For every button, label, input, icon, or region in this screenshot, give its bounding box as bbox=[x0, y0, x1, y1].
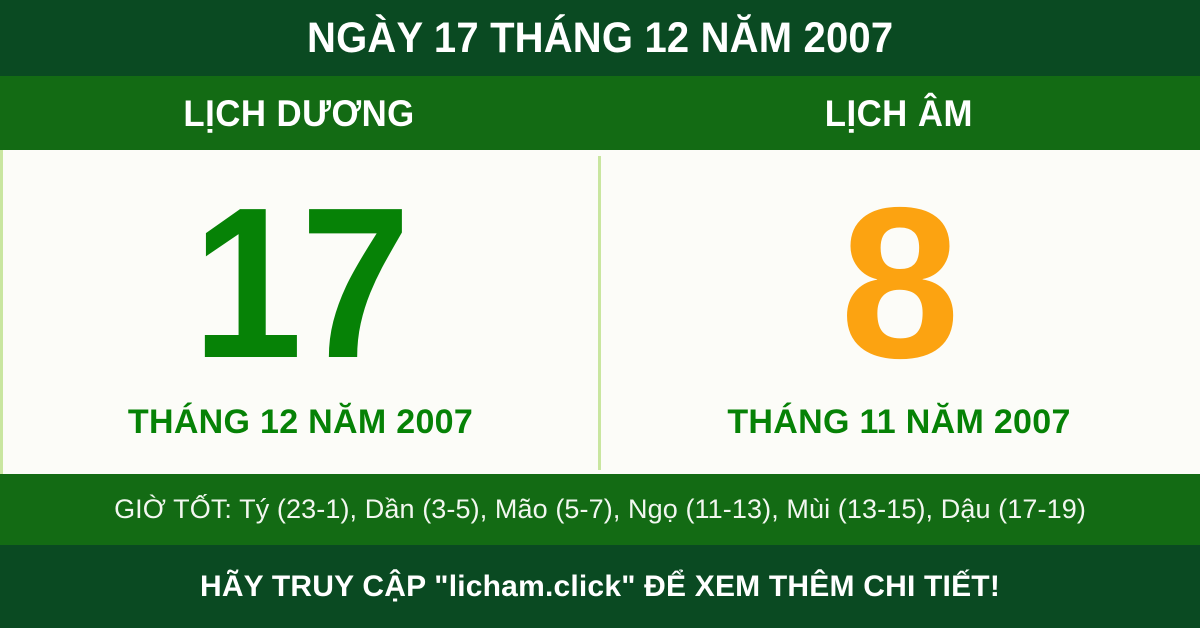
lunar-heading-label: LỊCH ÂM bbox=[824, 92, 974, 134]
solar-date-block: 17 THÁNG 12 NĂM 2007 bbox=[3, 150, 598, 474]
header-bar: NGÀY 17 THÁNG 12 NĂM 2007 bbox=[0, 0, 1200, 76]
lunar-day-number: 8 bbox=[840, 161, 960, 403]
good-hours-text: GIỜ TỐT: Tý (23-1), Dần (3-5), Mão (5-7)… bbox=[114, 494, 1086, 524]
lunar-column-heading: LỊCH ÂM bbox=[598, 76, 1200, 150]
lunar-date-block: 8 THÁNG 11 NĂM 2007 bbox=[598, 150, 1200, 474]
good-hours-band: GIỜ TỐT: Tý (23-1), Dần (3-5), Mão (5-7)… bbox=[0, 474, 1200, 545]
solar-month-year-caption: THÁNG 12 NĂM 2007 bbox=[127, 403, 474, 442]
lunar-month-year-caption: THÁNG 11 NĂM 2007 bbox=[727, 403, 1071, 442]
footer-callout-text: HÃY TRUY CẬP "licham.click" ĐỂ XEM THÊM … bbox=[199, 569, 1001, 603]
column-headings-band: LỊCH DƯƠNG LỊCH ÂM bbox=[0, 76, 1200, 150]
solar-day-number: 17 bbox=[192, 161, 410, 403]
footer-bar: HÃY TRUY CẬP "licham.click" ĐỂ XEM THÊM … bbox=[0, 545, 1200, 628]
calendar-panel: 17 THÁNG 12 NĂM 2007 8 THÁNG 11 NĂM 2007 bbox=[0, 150, 1200, 474]
page-title: NGÀY 17 THÁNG 12 NĂM 2007 bbox=[306, 13, 894, 62]
column-divider bbox=[598, 156, 601, 470]
solar-heading-label: LỊCH DƯƠNG bbox=[183, 92, 415, 134]
solar-column-heading: LỊCH DƯƠNG bbox=[0, 76, 598, 150]
